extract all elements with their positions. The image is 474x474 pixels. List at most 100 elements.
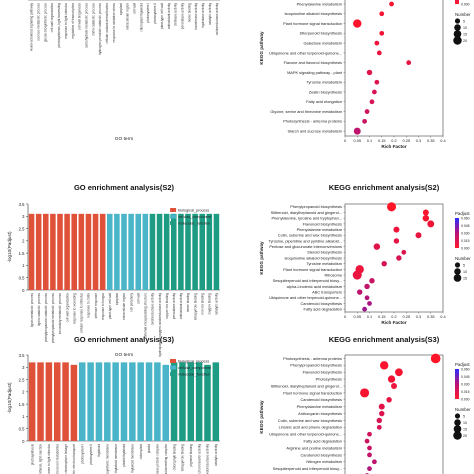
pathway-label: Cutin, suberine and wax biosynthesis [278,418,342,423]
go-bar-chart-go_s3: GO enrichment analysis(S3) 0 0.5 1 1.5 2 2.5 3 3… [7,335,220,474]
category-tick-label: cell wall [132,3,136,14]
bar [114,213,120,290]
category-tick-label: heme binding [187,3,191,22]
go-bar-chart-go_s1: -log10(Padjust)Auxin-activated signaling… [28,0,220,142]
y-tick-label: 2.5 [19,226,25,231]
pathway-label: Porphyrin and chlorophyll metabolism [277,473,342,474]
x-tick-label: 0.2 [391,314,396,319]
x-tick-label: 0 [344,138,347,143]
legend-label: cellular_component [178,366,212,370]
legend-swatch [170,372,177,376]
y-axis-title: -log10(Padjust) [7,382,12,414]
colorbar-tick-label: 0.015 [461,390,470,394]
category-tick-label: peroxidase activity [172,293,176,320]
category-tick-label: oxidoreductase activity [151,293,155,326]
category-tick-label: photosynthetic membrane [106,444,110,474]
bar [99,213,106,290]
pathway-label: MAPK signaling pathway - plant [287,70,343,75]
pathway-label: ABC transporters [312,290,342,295]
bubble [381,260,387,267]
category-tick-label: extracellular region [126,3,130,30]
legend-label: biological_process [178,360,209,364]
bubble [376,50,382,56]
x-axis-title: GO term [115,352,133,358]
size-legend-title: Number [455,256,471,261]
y-axis-title: KEGG pathway [259,31,264,65]
pathway-label: Steroid biosynthesis [307,250,342,255]
pathway-label: Zeatin biosynthesis [309,89,342,94]
legend-label: cellular_component [178,215,212,219]
y-axis-title: -log10(Padjust) [7,231,12,263]
bubble [372,459,377,465]
category-tick-label: carbohydrate metabolic process [84,3,88,49]
bubble [401,249,407,255]
category-tick-label: antioxidant activity [167,3,171,29]
size-legend-label: 15 [463,32,467,36]
bar [178,213,184,290]
bubble [364,295,370,301]
x-tick-label: 0.15 [378,138,386,143]
bar [87,362,94,441]
size-legend-bubble [454,268,461,275]
category-tick-label: pigment binding [189,444,193,467]
bar [104,362,111,441]
category-tick-label: cell wall [136,293,140,304]
pathway-label: Phenylalanine metabolism [297,227,342,232]
bar [213,213,220,290]
bar [92,213,99,290]
category-tick-label: catalytic activity [214,444,218,467]
category-tick-label: response to oxidative stress [112,3,116,43]
category-tick-label: Auxin-activated signaling pathway [30,3,34,51]
bubble [367,452,372,458]
category-tick-label: chitinase activity [174,3,178,27]
pathway-label: Isoquinoline alkaloid biosynthesis [284,255,342,260]
category-tick-label: response to light stimulus [47,444,51,474]
colorbar-title: Padjust [455,211,470,216]
size-legend-title: Number [455,12,471,17]
pathway-label: Tyrosine, piperidine and pyridine alkalo… [268,238,342,243]
category-tick-label: photosynthesis [30,444,34,466]
pathway-label: Flavone and flavonol biosynthesis [284,60,342,65]
colorbar-tick-label: 0.000 [461,2,470,6]
bubble [366,69,373,76]
pathway-label: Anthocyanin biosynthesis [298,411,342,416]
category-tick-label: chitin catabolic process [91,3,95,36]
bubble [364,438,370,444]
category-tick-label: cell wall organization [65,293,69,323]
bar [204,364,211,441]
category-tick-label: glucan biosynthetic process [43,3,47,43]
bubble [369,99,375,105]
bubble [396,255,402,261]
size-legend-label: 10 [463,26,467,30]
pathway-label: Fatty acid elongation [306,99,342,104]
category-tick-label: transferase activity [194,3,198,30]
bar [206,213,213,290]
y-tick-label: 1.5 [19,251,25,256]
bar [129,362,136,441]
pathway-label: Stilbenoid, diarylheptanoid and gingerol… [271,210,342,215]
category-tick-label: catalytic activity [215,293,219,316]
size-legend-label: 20 [463,434,467,438]
bar [137,362,144,441]
bar [28,213,35,290]
bubble [422,214,430,222]
bar [28,362,36,441]
category-tick-label: plant-type cell wall [160,3,164,29]
x-tick-label: 0.05 [353,138,361,143]
bar [128,213,134,290]
y-tick-label: 3.5 [19,202,25,207]
category-tick-label: antioxidant activity [179,293,183,319]
pathway-label: Sesquiterpenoid and triterpenoid biosy..… [273,278,342,283]
size-legend-label: 10 [463,421,467,425]
pathway-label: Carotenoid biosynthesis [300,397,342,402]
bubble [362,118,367,124]
category-tick-label: apoplast [119,3,123,15]
bar [195,362,203,441]
pathway-label: Cutin, suberine and wax biosynthesis [278,233,342,238]
category-tick-label: iron ion binding [200,293,204,315]
category-tick-label: light-harvesting complex [164,444,168,474]
x-tick-label: 0.35 [427,138,435,143]
x-tick-label: 0.4 [440,138,446,143]
bubble [376,424,382,430]
